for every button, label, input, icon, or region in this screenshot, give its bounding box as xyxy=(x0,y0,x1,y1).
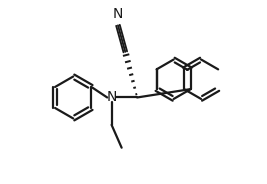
Text: N: N xyxy=(113,7,123,21)
Text: N: N xyxy=(106,91,117,105)
